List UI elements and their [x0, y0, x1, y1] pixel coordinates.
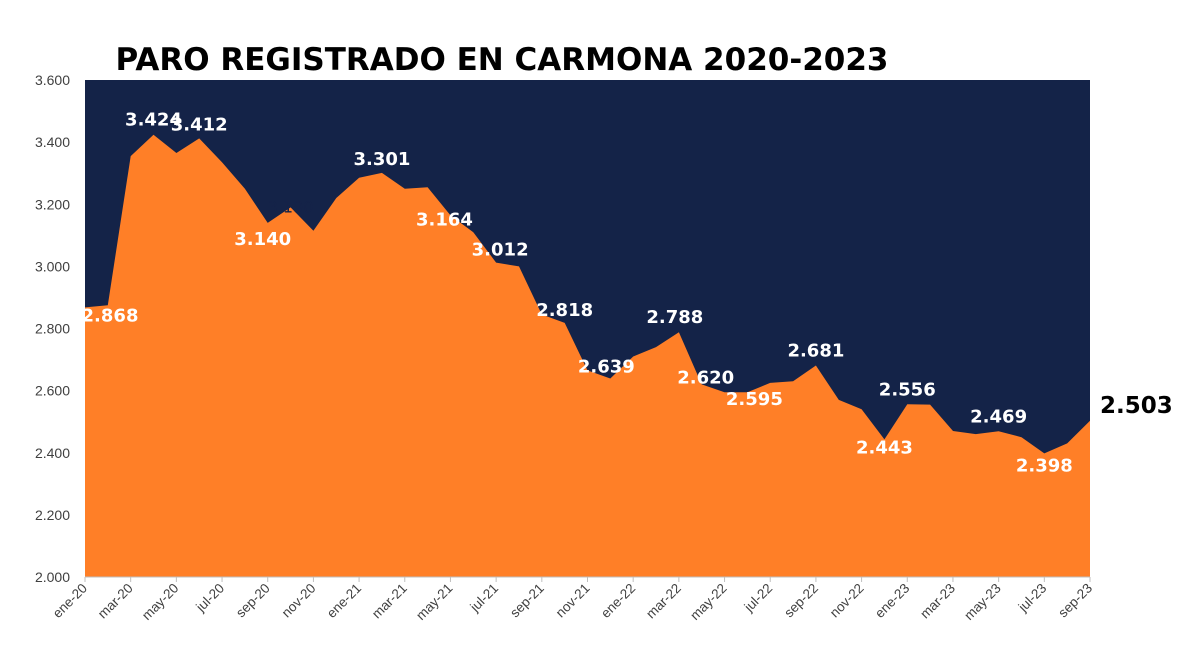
data-label: 2.620 — [677, 367, 734, 388]
data-label: 2.788 — [646, 307, 703, 328]
data-label: 3.301 — [353, 149, 410, 170]
x-tick-label: sep-22 — [781, 581, 821, 621]
x-tick-label: mar-23 — [917, 581, 958, 622]
x-tick-label: jul-20 — [192, 581, 227, 616]
x-axis: ene-20 mar-20 may-20 jul-20 sep-20 nov-20 ene-… — [50, 576, 1095, 623]
series-area — [85, 134, 1090, 577]
y-tick-label: 3.000 — [35, 258, 70, 274]
data-label: 2.443 — [856, 437, 913, 458]
data-label: 3.190 — [268, 197, 314, 216]
y-tick-label: 3.400 — [35, 134, 70, 150]
data-label: 3.424 — [125, 110, 182, 131]
y-tick-label: 2.800 — [35, 321, 70, 337]
data-label: 2.639 — [578, 357, 635, 378]
x-tick-label: mar-22 — [643, 581, 684, 622]
x-tick-label: sep-20 — [233, 581, 273, 621]
x-tick-label: nov-22 — [827, 581, 867, 621]
x-tick-label: ene-21 — [324, 581, 364, 621]
x-tick-label: may-20 — [139, 581, 181, 623]
y-axis: 2.000 2.200 2.400 2.600 2.800 3.000 3.200 3.400… — [35, 72, 70, 585]
data-label: 2.469 — [970, 406, 1027, 427]
data-label: 3.164 — [416, 209, 473, 230]
data-label: 2.398 — [1016, 455, 1073, 476]
y-tick-label: 3.600 — [35, 72, 70, 88]
x-tick-label: jul-23 — [1015, 581, 1050, 616]
chart-title: PARO REGISTRADO EN CARMONA 2020-2023 — [115, 42, 888, 78]
x-tick-label: ene-23 — [872, 581, 912, 621]
data-label: 3.412 — [171, 114, 228, 135]
data-label: 2.818 — [536, 300, 593, 321]
x-tick-label: may-21 — [413, 581, 455, 623]
x-tick-label: may-23 — [961, 581, 1003, 623]
x-tick-label: ene-22 — [598, 581, 638, 621]
y-tick-label: 2.600 — [35, 383, 70, 399]
x-tick-label: may-22 — [687, 581, 729, 623]
y-tick-label: 2.400 — [35, 445, 70, 461]
x-tick-label: mar-21 — [369, 581, 410, 622]
x-tick-label: sep-23 — [1055, 581, 1095, 621]
x-tick-label: ene-20 — [50, 581, 90, 621]
data-label: 2.681 — [787, 340, 844, 361]
x-tick-label: nov-20 — [279, 581, 319, 621]
data-label: 2.503 — [1100, 393, 1173, 419]
y-tick-label: 2.200 — [35, 507, 70, 523]
x-tick-label: jul-21 — [467, 581, 502, 616]
data-label: 2.556 — [879, 379, 936, 400]
x-tick-label: mar-20 — [95, 581, 136, 622]
x-tick-label: jul-22 — [741, 581, 776, 616]
data-label: 2.868 — [82, 305, 139, 326]
y-tick-label: 3.200 — [35, 196, 70, 212]
x-tick-label: sep-21 — [507, 581, 547, 621]
data-label: 3.012 — [472, 240, 529, 261]
y-tick-label: 2.000 — [35, 569, 70, 585]
data-label: 3.140 — [234, 229, 291, 250]
x-tick-label: nov-21 — [553, 581, 593, 621]
data-label: 2.595 — [726, 389, 783, 410]
